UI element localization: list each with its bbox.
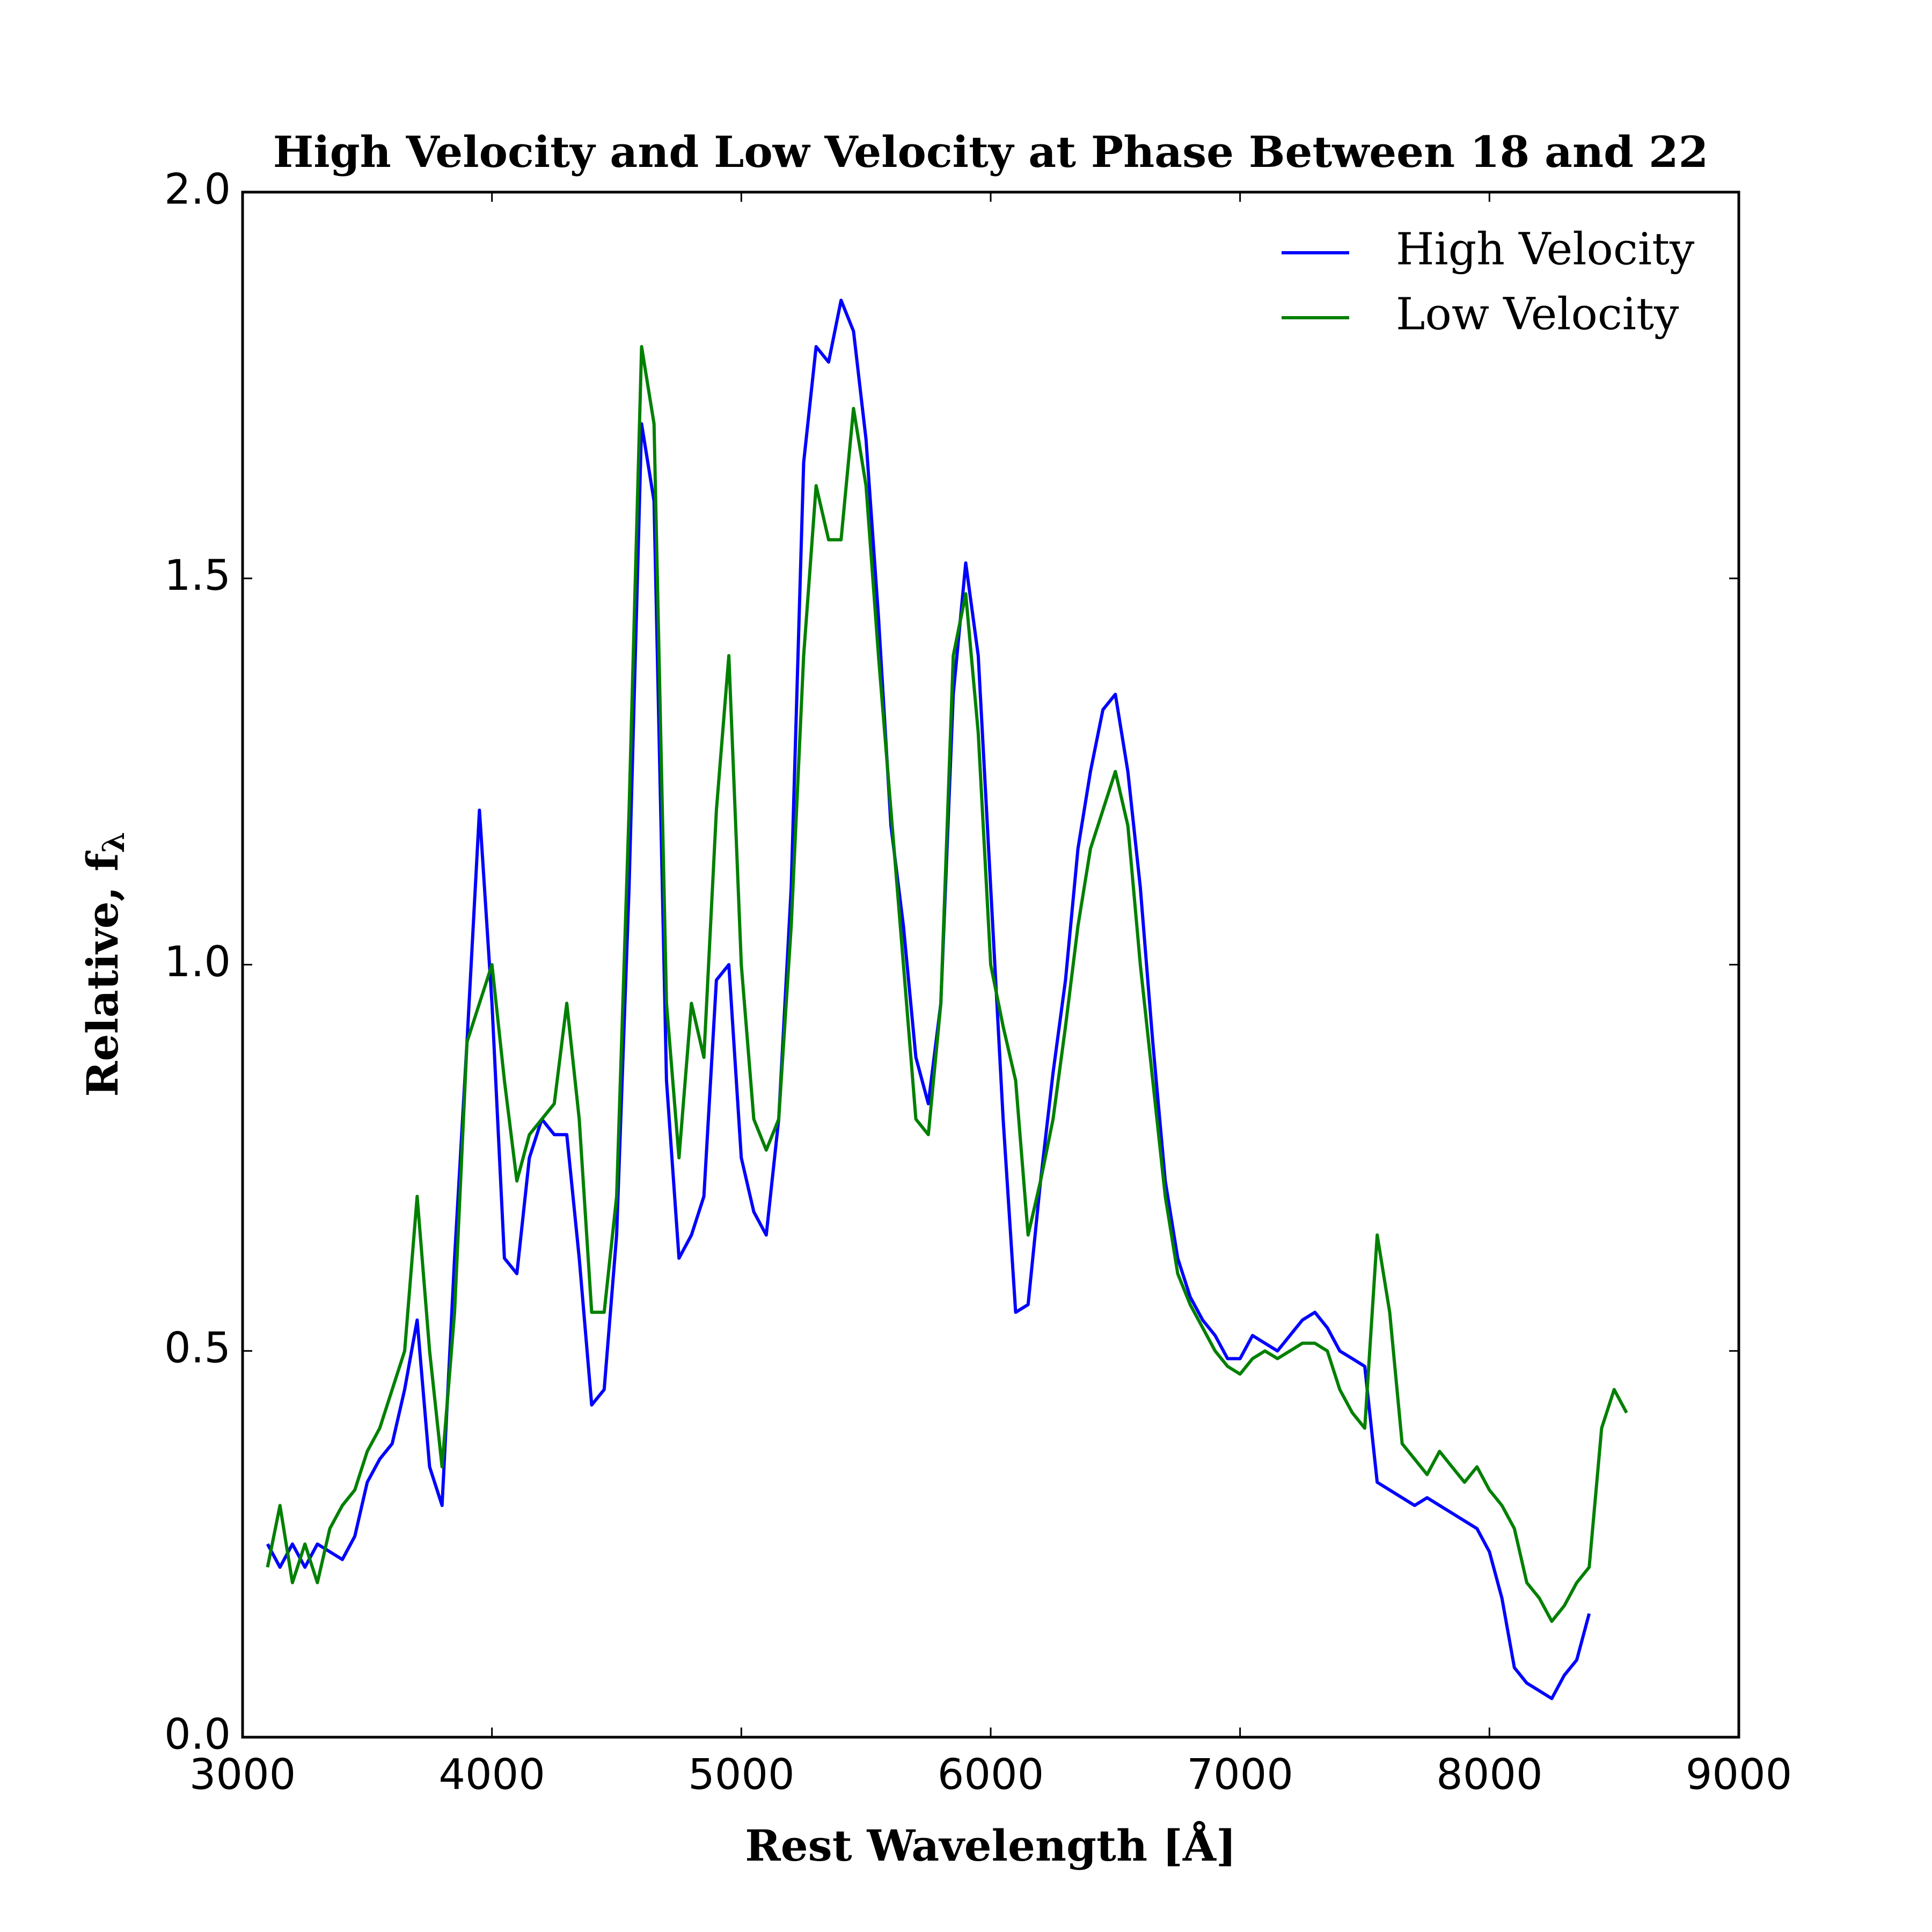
x-tick-label: 7000 [1187, 1751, 1293, 1799]
y-axis-label-main: Relative, f [77, 851, 128, 1097]
y-axis-label: Relative, fλ [77, 832, 131, 1097]
legend-label: Low Velocity [1396, 289, 1679, 340]
legend-label: High Velocity [1396, 224, 1695, 275]
x-axis-label: Rest Wavelength [Å] [745, 1820, 1236, 1871]
chart-title: High Velocity and Low Velocity at Phase … [273, 127, 1709, 177]
series-line [266, 298, 1591, 1700]
y-tick-label: 1.0 [164, 938, 231, 986]
x-tick-label: 4000 [438, 1751, 545, 1799]
x-tick-label: 6000 [938, 1751, 1044, 1799]
x-tick-label: 9000 [1686, 1751, 1792, 1799]
y-tick-label: 0.5 [164, 1324, 231, 1373]
x-tick-label: 3000 [189, 1751, 296, 1799]
series-line [266, 345, 1628, 1623]
x-tick-label: 8000 [1436, 1751, 1543, 1799]
y-tick-label: 2.0 [164, 165, 231, 214]
y-tick-label: 1.5 [164, 552, 231, 600]
y-tick-label: 0.0 [164, 1710, 231, 1759]
y-axis-label-sub: λ [96, 832, 131, 853]
x-tick-label: 5000 [688, 1751, 795, 1799]
plot-frame [241, 191, 1740, 1739]
